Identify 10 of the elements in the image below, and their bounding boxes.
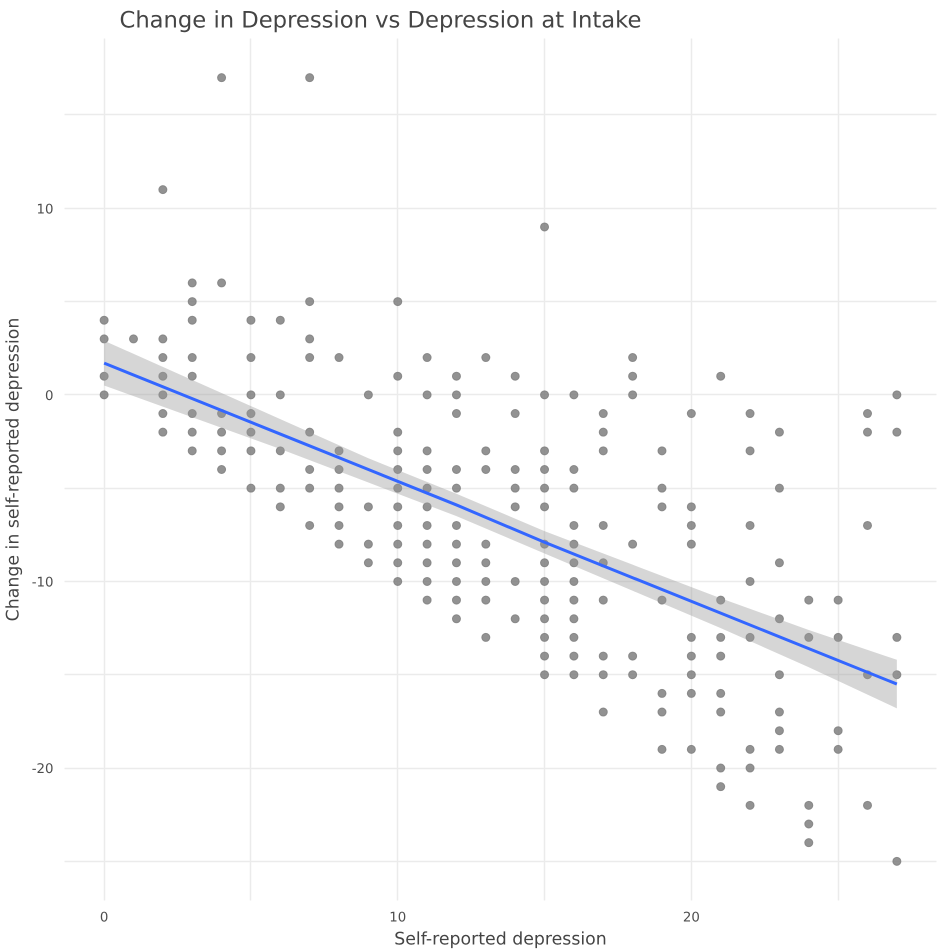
x-tick-label: 0 (100, 910, 108, 926)
y-tick-label: -20 (32, 762, 54, 778)
y-tick-label: 0 (45, 388, 54, 404)
chart-title: Change in Depression vs Depression at Intake (120, 8, 642, 34)
x-tick-label: 20 (682, 910, 700, 926)
x-axis-title: Self-reported depression (394, 930, 607, 950)
y-tick-label: 10 (36, 202, 54, 218)
x-tick-label: 10 (389, 910, 406, 926)
y-tick-label: -10 (32, 575, 54, 590)
y-axis-title: Change in self-reported depression (4, 318, 24, 622)
